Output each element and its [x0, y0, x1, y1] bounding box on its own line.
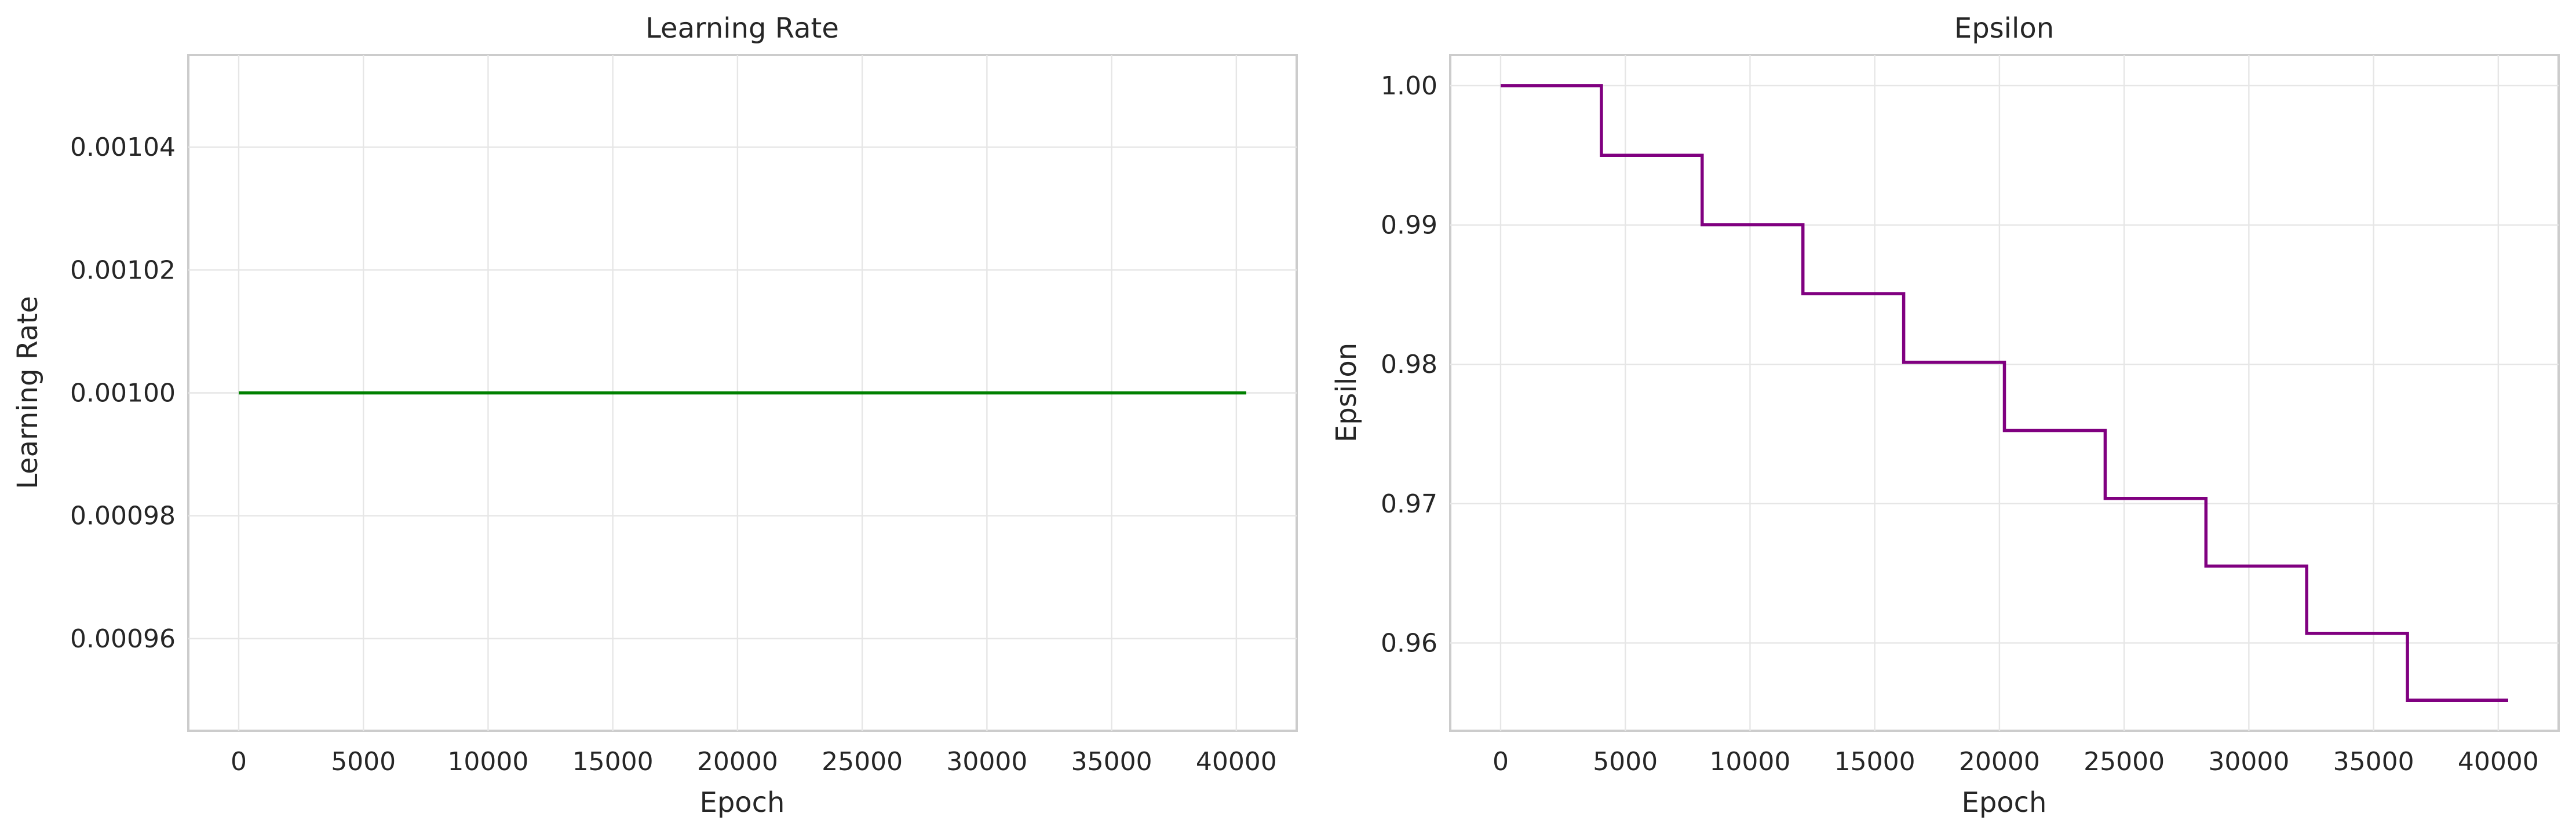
series-line — [1501, 84, 2508, 702]
x-tick-label: 35000 — [1071, 747, 1152, 777]
x-tick-label: 40000 — [1196, 747, 1277, 777]
y-gridlines — [1450, 85, 2559, 644]
epsilon-chart: 0 5000 10000 15000 20000 25000 30000 35000 40000… — [1330, 12, 2560, 819]
y-tick-label: 1.00 — [1381, 71, 1437, 101]
x-tick-labels: 0 5000 10000 15000 20000 25000 30000 35000 40000 — [1493, 747, 2539, 777]
x-tick-label: 35000 — [2333, 747, 2414, 777]
x-tick-labels: 0 5000 10000 15000 20000 25000 30000 35000 40000 — [231, 747, 1277, 777]
y-tick-label: 0.99 — [1381, 211, 1437, 240]
y-tick-label: 0.96 — [1381, 628, 1437, 658]
y-tick-label: 0.98 — [1381, 350, 1437, 379]
x-gridlines — [1499, 55, 2500, 731]
plot-area — [1501, 84, 2508, 702]
x-tick-label: 10000 — [1709, 747, 1790, 777]
y-axis-label: Learning Rate — [12, 296, 44, 489]
y-tick-labels: 0.96 0.97 0.98 0.99 1.00 — [1381, 71, 1437, 658]
x-tick-label: 15000 — [1834, 747, 1915, 777]
y-tick-labels: 0.00096 0.00098 0.00100 0.00102 0.00104 — [70, 133, 176, 654]
y-axis-label: Epsilon — [1330, 343, 1363, 442]
x-axis-label: Epoch — [700, 786, 785, 819]
x-tick-label: 30000 — [2208, 747, 2289, 777]
y-tick-label: 0.00102 — [70, 255, 176, 285]
x-tick-label: 30000 — [946, 747, 1027, 777]
y-tick-label: 0.00100 — [70, 379, 176, 408]
y-tick-label: 0.97 — [1381, 489, 1437, 519]
x-tick-label: 15000 — [572, 747, 654, 777]
x-tick-label: 25000 — [822, 747, 903, 777]
x-tick-label: 5000 — [1593, 747, 1658, 777]
x-tick-label: 5000 — [331, 747, 396, 777]
x-tick-label: 10000 — [447, 747, 528, 777]
chart-title: Epsilon — [1954, 12, 2054, 45]
x-tick-label: 0 — [231, 747, 247, 777]
x-axis-label: Epoch — [1962, 786, 2047, 819]
y-tick-label: 0.00096 — [70, 624, 176, 654]
learning-rate-chart: 0 5000 10000 15000 20000 25000 30000 35000 40000… — [12, 12, 1298, 819]
x-tick-label: 40000 — [2458, 747, 2539, 777]
x-tick-label: 25000 — [2084, 747, 2165, 777]
y-tick-label: 0.00098 — [70, 501, 176, 531]
chart-title: Learning Rate — [645, 12, 839, 45]
x-tick-label: 20000 — [697, 747, 778, 777]
x-tick-label: 20000 — [1959, 747, 2040, 777]
x-tick-label: 0 — [1493, 747, 1509, 777]
y-tick-label: 0.00104 — [70, 133, 176, 162]
